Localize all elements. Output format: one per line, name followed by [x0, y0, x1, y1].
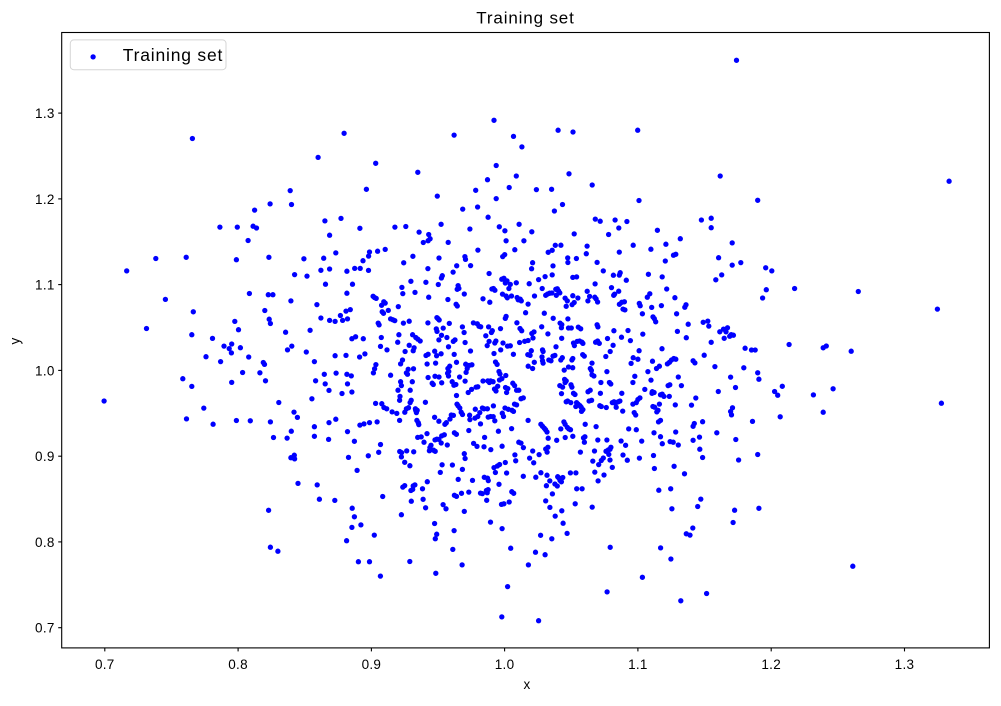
- svg-text:0.7: 0.7: [95, 657, 115, 672]
- svg-text:0.7: 0.7: [35, 621, 55, 636]
- svg-text:0.8: 0.8: [228, 657, 248, 672]
- svg-text:0.8: 0.8: [35, 535, 55, 550]
- svg-text:x: x: [523, 677, 530, 692]
- svg-text:0.9: 0.9: [35, 449, 55, 464]
- svg-text:Training set: Training set: [476, 9, 574, 28]
- svg-text:1.2: 1.2: [761, 657, 781, 672]
- svg-text:1.3: 1.3: [35, 106, 55, 121]
- svg-text:1.1: 1.1: [35, 278, 55, 293]
- svg-text:1.2: 1.2: [35, 192, 55, 207]
- svg-text:1.1: 1.1: [628, 657, 648, 672]
- svg-text:Training set: Training set: [123, 45, 223, 65]
- svg-text:1.3: 1.3: [895, 657, 915, 672]
- svg-text:1.0: 1.0: [35, 363, 55, 378]
- svg-text:0.9: 0.9: [362, 657, 382, 672]
- svg-text:y: y: [8, 337, 23, 344]
- svg-text:1.0: 1.0: [495, 657, 515, 672]
